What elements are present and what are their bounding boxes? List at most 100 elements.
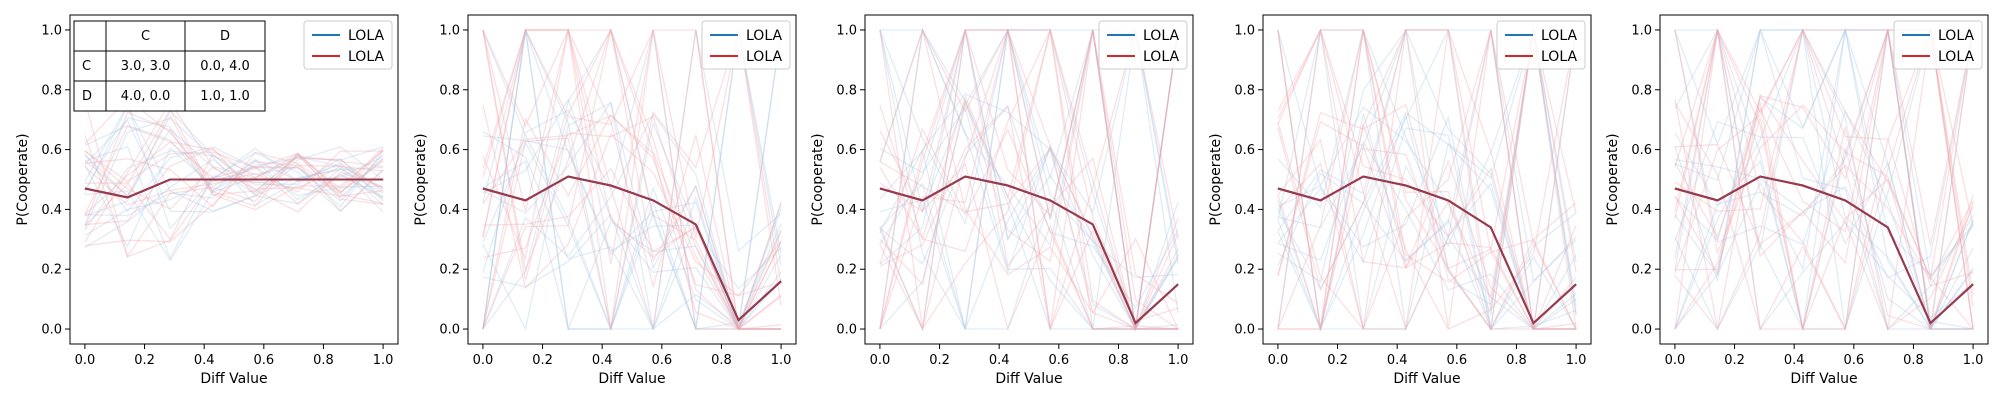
x-tick-label: 0.8 — [313, 353, 334, 368]
run-trace — [84, 128, 384, 198]
y-axis-label: P(Cooperate) — [15, 133, 31, 225]
run-trace — [482, 28, 782, 330]
y-tick-label: 1.0 — [439, 23, 460, 38]
run-trace — [1674, 29, 1974, 332]
x-tick-label: 0.8 — [1108, 353, 1129, 368]
run-trace — [1277, 29, 1577, 332]
run-trace — [482, 29, 782, 331]
legend-label: LOLA — [348, 49, 384, 65]
y-tick-label: 1.0 — [1234, 23, 1255, 38]
run-trace — [1277, 29, 1577, 330]
table-cell-text: D — [220, 29, 230, 44]
y-tick-label: 0.4 — [439, 203, 460, 218]
y-tick-label: 0.6 — [1234, 143, 1255, 158]
run-trace — [1674, 29, 1974, 330]
run-trace — [879, 27, 1179, 330]
run-trace — [1674, 27, 1974, 331]
x-tick-label: 0.6 — [253, 353, 274, 368]
x-tick-label: 0.2 — [1724, 353, 1745, 368]
run-trace — [84, 117, 384, 206]
y-tick-label: 0.0 — [439, 323, 460, 338]
run-trace — [482, 29, 782, 331]
run-trace — [1674, 29, 1974, 331]
x-tick-label: 0.8 — [1903, 353, 1924, 368]
table-cell-text: 0.0, 4.0 — [200, 59, 250, 74]
x-tick-label: 0.0 — [473, 353, 494, 368]
series-mean-line — [1674, 175, 1974, 325]
run-trace — [84, 103, 384, 230]
run-trace — [879, 29, 1179, 332]
run-trace — [84, 150, 384, 210]
x-tick-label: 0.6 — [1048, 353, 1069, 368]
x-tick-label: 0.2 — [532, 353, 553, 368]
x-tick-label: 0.6 — [651, 353, 672, 368]
series-mean-line — [84, 178, 384, 199]
run-trace — [1277, 29, 1577, 331]
run-trace — [879, 28, 1179, 330]
y-tick-label: 0.8 — [439, 83, 460, 98]
axes-frame — [1262, 14, 1592, 345]
run-trace — [1277, 140, 1577, 331]
y-tick-label: 0.0 — [1234, 323, 1255, 338]
run-trace — [1277, 111, 1577, 331]
run-trace — [84, 150, 384, 231]
run-trace — [482, 28, 782, 331]
axes-frame — [69, 14, 399, 345]
run-trace — [1674, 143, 1974, 282]
y-tick-label: 1.0 — [836, 23, 857, 38]
run-trace — [84, 147, 384, 226]
x-tick-label: 0.8 — [1506, 353, 1527, 368]
x-tick-label: 0.0 — [1665, 353, 1686, 368]
run-trace — [1277, 29, 1577, 332]
run-trace — [1277, 29, 1577, 332]
legend-label: LOLA — [1938, 28, 1974, 44]
run-trace — [1277, 29, 1577, 330]
table-cell-text: D — [82, 89, 92, 104]
x-axis-label: Diff Value — [1393, 371, 1460, 387]
run-trace — [482, 29, 782, 330]
table-cell-text: C — [82, 59, 91, 74]
y-tick-label: 0.2 — [1631, 263, 1652, 278]
table-cell — [73, 20, 107, 52]
x-tick-label: 1.0 — [771, 353, 792, 368]
run-trace — [1674, 28, 1974, 287]
run-trace — [1277, 29, 1577, 332]
run-trace — [1674, 29, 1974, 279]
run-traces — [84, 97, 384, 262]
legend-label: LOLA — [1143, 28, 1179, 44]
table-cell — [184, 50, 266, 82]
x-axis-label: Diff Value — [598, 371, 665, 387]
table-cell-text: 1.0, 1.0 — [200, 89, 250, 104]
x-axis-label: Diff Value — [200, 371, 267, 387]
run-trace — [1277, 27, 1577, 331]
y-tick-label: 0.4 — [1234, 203, 1255, 218]
run-trace — [482, 29, 782, 329]
run-trace — [84, 154, 384, 248]
run-trace — [1674, 29, 1974, 265]
run-trace — [482, 28, 782, 330]
run-trace — [1277, 29, 1577, 331]
legend: LOLA LOLA — [303, 20, 393, 70]
table-cell — [73, 80, 107, 112]
legend-label: LOLA — [1541, 49, 1577, 65]
run-trace — [879, 29, 1179, 304]
run-trace — [879, 29, 1179, 331]
x-tick-label: 0.0 — [75, 353, 96, 368]
run-trace — [879, 29, 1179, 332]
y-tick-label: 0.8 — [836, 83, 857, 98]
run-trace — [1674, 28, 1974, 331]
run-trace — [84, 119, 384, 213]
chart-panel-4: 0.0 0.2 0.4 0.6 0.8 1.0 0.0 0.2 0.4 0.6 0.8 1.0 Diff… — [1208, 14, 1592, 387]
chart-panel-5: 0.0 0.2 0.4 0.6 0.8 1.0 0.0 0.2 0.4 0.6 0.8 1.0 Diff… — [1605, 14, 1989, 387]
run-trace — [879, 93, 1179, 330]
run-trace — [482, 29, 782, 330]
run-trace — [1277, 127, 1577, 331]
run-trace — [482, 114, 782, 330]
table-cell-text: 4.0, 0.0 — [121, 89, 171, 104]
run-trace — [1277, 28, 1577, 330]
x-tick-label: 0.2 — [134, 353, 155, 368]
run-trace — [482, 98, 782, 331]
axes-frame — [864, 14, 1194, 345]
y-tick-label: 0.4 — [836, 203, 857, 218]
y-tick-label: 0.2 — [439, 263, 460, 278]
